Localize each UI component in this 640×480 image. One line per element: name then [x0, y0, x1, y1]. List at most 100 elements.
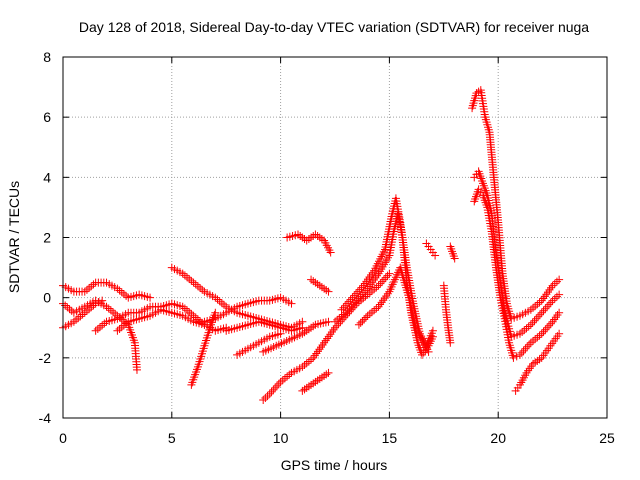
chart-title: Day 128 of 2018, Sidereal Day-to-day VTE…	[79, 19, 589, 35]
data-series-arc-h	[200, 293, 296, 326]
data-series-arc-u	[446, 242, 459, 263]
data-point	[537, 296, 546, 305]
data-point	[547, 283, 556, 292]
data-point	[278, 376, 287, 385]
data-point	[526, 338, 535, 347]
data-point	[343, 306, 352, 315]
data-point	[450, 254, 459, 263]
data-point	[372, 304, 381, 313]
data-point	[533, 300, 542, 309]
data-point	[98, 321, 107, 330]
data-point	[359, 281, 368, 290]
data-point	[525, 340, 534, 349]
data-point	[383, 271, 392, 280]
data-point	[104, 304, 113, 313]
y-tick-label: 2	[43, 230, 51, 246]
data-point	[280, 374, 289, 383]
data-point	[360, 279, 369, 288]
data-point	[546, 319, 555, 328]
data-point	[350, 298, 359, 307]
data-point	[521, 344, 530, 353]
data-point	[542, 290, 551, 299]
data-series-arc-g	[187, 308, 220, 389]
data-point	[534, 312, 543, 321]
data-point	[526, 320, 535, 329]
data-point	[95, 323, 104, 332]
data-point	[98, 296, 107, 305]
data-point	[347, 302, 356, 311]
data-point	[352, 296, 361, 305]
y-tick-label: 6	[43, 109, 51, 125]
axis-ticks: 0 5 10 15 20 25 -4 -2 0 2 4 6 8	[39, 49, 615, 446]
data-point	[539, 306, 548, 315]
data-series-arc-c	[59, 296, 107, 332]
data-point	[265, 389, 274, 398]
data-point	[352, 289, 361, 298]
data-point	[132, 365, 141, 374]
data-point	[89, 280, 98, 289]
data-point	[348, 293, 357, 302]
data-point	[537, 308, 546, 317]
data-point	[371, 273, 380, 282]
x-tick-label: 5	[168, 430, 176, 446]
data-point	[530, 316, 539, 325]
data-point	[283, 372, 292, 381]
data-point	[360, 288, 369, 297]
data-point	[544, 321, 553, 330]
data-point	[213, 295, 222, 304]
data-point	[370, 306, 379, 315]
data-point	[345, 304, 354, 313]
data-point	[356, 292, 365, 301]
data-point	[61, 301, 70, 310]
data-point	[94, 298, 103, 307]
data-point	[272, 381, 281, 390]
data-point	[428, 326, 437, 335]
data-point	[119, 290, 128, 299]
data-point	[360, 315, 369, 324]
data-point	[366, 280, 375, 289]
data-series-arc-a	[59, 278, 155, 302]
x-tick-label: 0	[59, 430, 67, 446]
data-point	[312, 349, 321, 358]
data-point	[509, 353, 518, 362]
data-point	[185, 275, 194, 284]
data-point	[82, 285, 91, 294]
data-point	[344, 297, 353, 306]
data-point	[189, 278, 198, 287]
data-point	[544, 300, 553, 309]
data-point	[367, 308, 376, 317]
data-point	[522, 324, 531, 333]
data-point	[540, 292, 549, 301]
data-point	[543, 288, 552, 297]
data-point	[539, 327, 548, 336]
data-point	[368, 278, 377, 287]
data-point	[531, 335, 540, 344]
y-tick-label: 0	[43, 290, 51, 306]
data-point	[353, 287, 362, 296]
data-point	[365, 282, 374, 291]
data-point	[546, 298, 555, 307]
data-point	[543, 323, 552, 332]
data-point	[341, 308, 350, 317]
data-point	[361, 286, 370, 295]
data-point	[519, 346, 528, 355]
data-point	[358, 317, 367, 326]
grid-lines	[63, 57, 607, 418]
data-series-arc-k	[259, 317, 333, 356]
data-point	[545, 285, 554, 294]
data-point	[115, 286, 124, 295]
data-series-arc-r	[354, 263, 433, 356]
data-point	[122, 291, 131, 300]
data-point	[91, 326, 100, 335]
data-point	[533, 333, 542, 342]
data-series-arc-x	[470, 185, 564, 362]
data-point	[276, 377, 285, 386]
data-point	[320, 338, 329, 347]
data-point	[87, 303, 96, 312]
data-point	[321, 336, 330, 345]
data-point	[529, 303, 538, 312]
data-point	[532, 314, 541, 323]
data-point	[424, 347, 433, 356]
data-point	[374, 302, 383, 311]
data-point	[379, 275, 388, 284]
